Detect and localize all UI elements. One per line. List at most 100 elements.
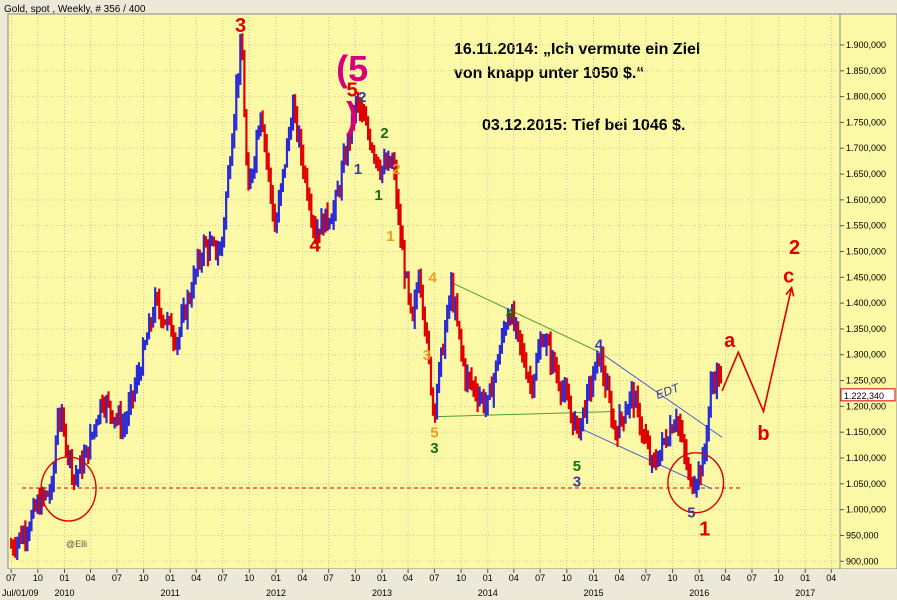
note-line-2: von knapp unter 1050 $.“: [454, 65, 644, 82]
x-tick-label: 01: [694, 573, 704, 583]
highlight-circle: [40, 456, 97, 522]
y-tick-label: 1.250,000: [846, 376, 886, 386]
x-tick-label: 04: [826, 573, 836, 583]
x-tick-label: 04: [721, 573, 731, 583]
wave-label: 4: [429, 269, 438, 286]
y-tick-label: 1.700,000: [846, 143, 886, 153]
x-axis-background: [0, 569, 897, 600]
x-year-label: 2017: [795, 588, 815, 598]
y-tick-label: 1.000,000: [846, 505, 886, 515]
wave-label: 4: [310, 234, 322, 256]
x-tick-label: 07: [429, 573, 439, 583]
x-tick-label: 10: [562, 573, 572, 583]
wave-label: 1: [386, 228, 394, 245]
wave-label: 5: [687, 504, 695, 521]
grid: [8, 14, 840, 569]
x-tick-label: 04: [403, 573, 413, 583]
wave-label: 5: [347, 80, 358, 102]
y-tick-label: 1.600,000: [846, 195, 886, 205]
credit-label: @Elli: [66, 539, 87, 549]
y-axis-background: [839, 13, 897, 570]
x-tick-label: 04: [297, 573, 307, 583]
x-tick-label: 07: [112, 573, 122, 583]
y-tick-label: 1.800,000: [846, 92, 886, 102]
x-tick-label: 07: [747, 573, 757, 583]
x-tick-label: 07: [641, 573, 651, 583]
x-year-label: 2014: [478, 588, 498, 598]
note-line-3: 03.12.2015: Tief bei 1046 $.: [482, 117, 685, 134]
x-axis: 07 10 01 04 07 10 01 04 07 10 01 04 07 10 01 04 07 10 01 04…: [2, 569, 836, 598]
x-tick-label: 04: [86, 573, 96, 583]
y-tick-label: 1.750,000: [846, 117, 886, 127]
y-tick-label: 1.500,000: [846, 246, 886, 256]
wave-label: 4: [506, 306, 515, 323]
x-tick-label: 07: [6, 573, 16, 583]
price-bars: [10, 33, 723, 561]
wave-label: 1: [699, 518, 710, 540]
x-tick-label: 10: [33, 573, 43, 583]
last-price-label: 1.222,340: [844, 391, 884, 401]
x-tick-label: 01: [377, 573, 387, 583]
wave-label: 2: [380, 125, 388, 142]
wave-label: (5: [336, 48, 368, 89]
x-year-label: 2012: [266, 588, 286, 598]
x-year-label: 2013: [372, 588, 392, 598]
x-tick-label: 10: [139, 573, 149, 583]
x-tick-label: 01: [165, 573, 175, 583]
x-year-label: 2016: [689, 588, 709, 598]
y-tick-label: 1.400,000: [846, 298, 886, 308]
x-tick-label: 07: [535, 573, 545, 583]
wave-label: a: [724, 330, 736, 352]
wave-label: b: [757, 423, 769, 445]
plot-background: [7, 13, 841, 570]
y-tick-label: 1.200,000: [846, 401, 886, 411]
highlight-circle: [667, 452, 725, 514]
wave-label: 2: [392, 161, 400, 178]
x-tick-label: 10: [244, 573, 254, 583]
x-tick-label: 01: [588, 573, 598, 583]
wave-label: 3: [423, 347, 431, 364]
x-tick-label: 07: [324, 573, 334, 583]
y-tick-label: 1.550,000: [846, 221, 886, 231]
x-tick-label: 01: [59, 573, 69, 583]
note-line-1: 16.11.2014: „Ich vermute ein Ziel: [454, 41, 700, 58]
y-tick-label: 1.450,000: [846, 272, 886, 282]
y-tick-label: 1.350,000: [846, 324, 886, 334]
x-tick-label: 04: [191, 573, 201, 583]
y-tick-label: 1.300,000: [846, 350, 886, 360]
wave-label: 2: [789, 237, 800, 259]
x-year-label: Jul/01/09: [2, 588, 39, 598]
wave-label: ): [346, 95, 358, 136]
y-tick-label: 1.150,000: [846, 427, 886, 437]
y-tick-label: 950,000: [846, 530, 879, 540]
wave-label: 2: [358, 89, 366, 106]
y-tick-label: 1.650,000: [846, 169, 886, 179]
wave-label: 1: [354, 161, 362, 178]
last-price-tag: [840, 388, 896, 402]
y-axis: 900,000 950,000 1.000,000 1.050,000 1.100,00…: [840, 40, 896, 566]
x-year-label: 2011: [161, 588, 180, 598]
x-tick-label: 10: [774, 573, 784, 583]
y-tick-label: 1.900,000: [846, 40, 886, 50]
x-tick-label: 01: [483, 573, 493, 583]
wave-label: 3: [573, 473, 581, 490]
upper-trendline: [451, 282, 600, 353]
wave-label: 4: [595, 337, 604, 354]
projection-path: [721, 287, 793, 415]
y-tick-label: 1.850,000: [846, 66, 886, 76]
y-tick-label: 1.050,000: [846, 479, 886, 489]
y-tick-label: 1.100,000: [846, 453, 886, 463]
x-year-label: 2010: [54, 588, 74, 598]
chart-title: Gold, spot , Weekly, # 356 / 400: [4, 4, 146, 15]
x-tick-label: 10: [668, 573, 678, 583]
edt-channel-upper: [599, 351, 723, 438]
wave-label: 5: [430, 424, 438, 441]
x-tick-label: 01: [271, 573, 281, 583]
wave-label: 3: [430, 440, 438, 457]
x-tick-label: 10: [456, 573, 466, 583]
wave-label: 3: [235, 15, 246, 37]
projection-arrowhead: [785, 285, 795, 297]
